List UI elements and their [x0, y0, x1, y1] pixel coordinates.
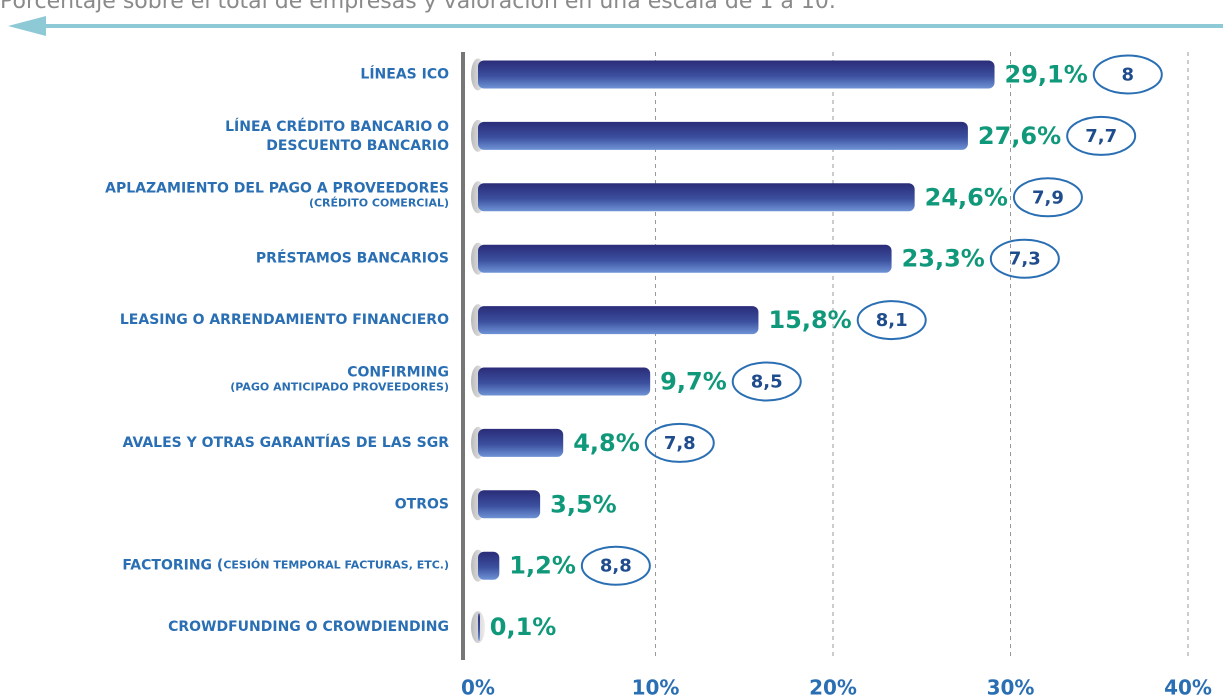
subtitle: Porcentaje sobre el total de empresas y …: [0, 0, 836, 14]
x-tick-label: 0%: [461, 676, 495, 699]
x-tick-label: 30%: [987, 676, 1035, 699]
rating-label: 8,1: [876, 310, 908, 331]
bar: [478, 551, 500, 580]
category-label: AVALES Y OTRAS GARANTÍAS DE LAS SGR: [123, 434, 450, 451]
value-label: 23,3%: [902, 245, 985, 273]
bar: [478, 490, 541, 519]
category-label: LÍNEAS ICO: [360, 66, 449, 83]
rating-oval: [1092, 54, 1163, 95]
x-tick-label: 10%: [632, 676, 680, 699]
rating-label: 8,5: [751, 372, 783, 393]
rating-oval: [1012, 177, 1083, 218]
category-label: PRÉSTAMOS BANCARIOS: [256, 250, 449, 267]
category-label: LÍNEA CRÉDITO BANCARIO O: [225, 118, 449, 135]
category-label: CROWDFUNDING O CROWDIENDING: [168, 619, 449, 635]
bar: [478, 367, 651, 396]
rating-oval: [731, 361, 802, 402]
value-label: 0,1%: [490, 613, 557, 641]
bar: [478, 60, 995, 89]
x-tick-label: 40%: [1164, 676, 1212, 699]
value-label: 1,2%: [509, 552, 576, 580]
x-tick-label: 20%: [809, 676, 857, 699]
value-label: 9,7%: [660, 368, 727, 396]
arrow-head: [8, 16, 46, 36]
bar: [478, 613, 480, 642]
bar: [478, 428, 564, 457]
value-label: 3,5%: [550, 490, 617, 518]
value-label: 27,6%: [978, 122, 1061, 150]
rating-oval: [989, 238, 1060, 279]
rating-label: 8: [1122, 65, 1135, 86]
value-label: 15,8%: [768, 306, 851, 334]
rating-label: 8,8: [600, 556, 632, 577]
bar: [478, 244, 892, 273]
value-label: 29,1%: [1005, 61, 1088, 89]
category-label: LEASING O ARRENDAMIENTO FINANCIERO: [120, 312, 449, 328]
value-label: 4,8%: [573, 429, 640, 457]
rating-label: 7,7: [1085, 126, 1117, 147]
bar: [478, 121, 968, 150]
category-label: OTROS: [395, 496, 449, 512]
category-note: CESIÓN TEMPORAL FACTURAS, ETC.): [223, 559, 449, 572]
bar: [478, 306, 759, 335]
rating-oval: [580, 545, 651, 586]
category-label: FACTORING (CESIÓN TEMPORAL FACTURAS, ETC…: [122, 558, 449, 574]
value-label: 24,6%: [925, 183, 1008, 211]
category-note: (CRÉDITO COMERCIAL): [309, 196, 449, 209]
category-label: CONFIRMING: [347, 365, 449, 381]
rating-oval: [644, 422, 715, 463]
category-note: (PAGO ANTICIPADO PROVEEDORES): [230, 381, 449, 394]
category-label: APLAZAMIENTO DEL PAGO A PROVEEDORES: [105, 180, 449, 196]
rating-label: 7,9: [1032, 187, 1064, 208]
category-label: DESCUENTO BANCARIO: [266, 138, 449, 154]
rating-oval: [856, 300, 927, 341]
rating-oval: [1066, 115, 1137, 156]
bar: [478, 183, 915, 212]
rating-label: 7,3: [1009, 249, 1041, 270]
rating-label: 7,8: [664, 433, 696, 454]
category-line: FACTORING (: [122, 558, 223, 574]
